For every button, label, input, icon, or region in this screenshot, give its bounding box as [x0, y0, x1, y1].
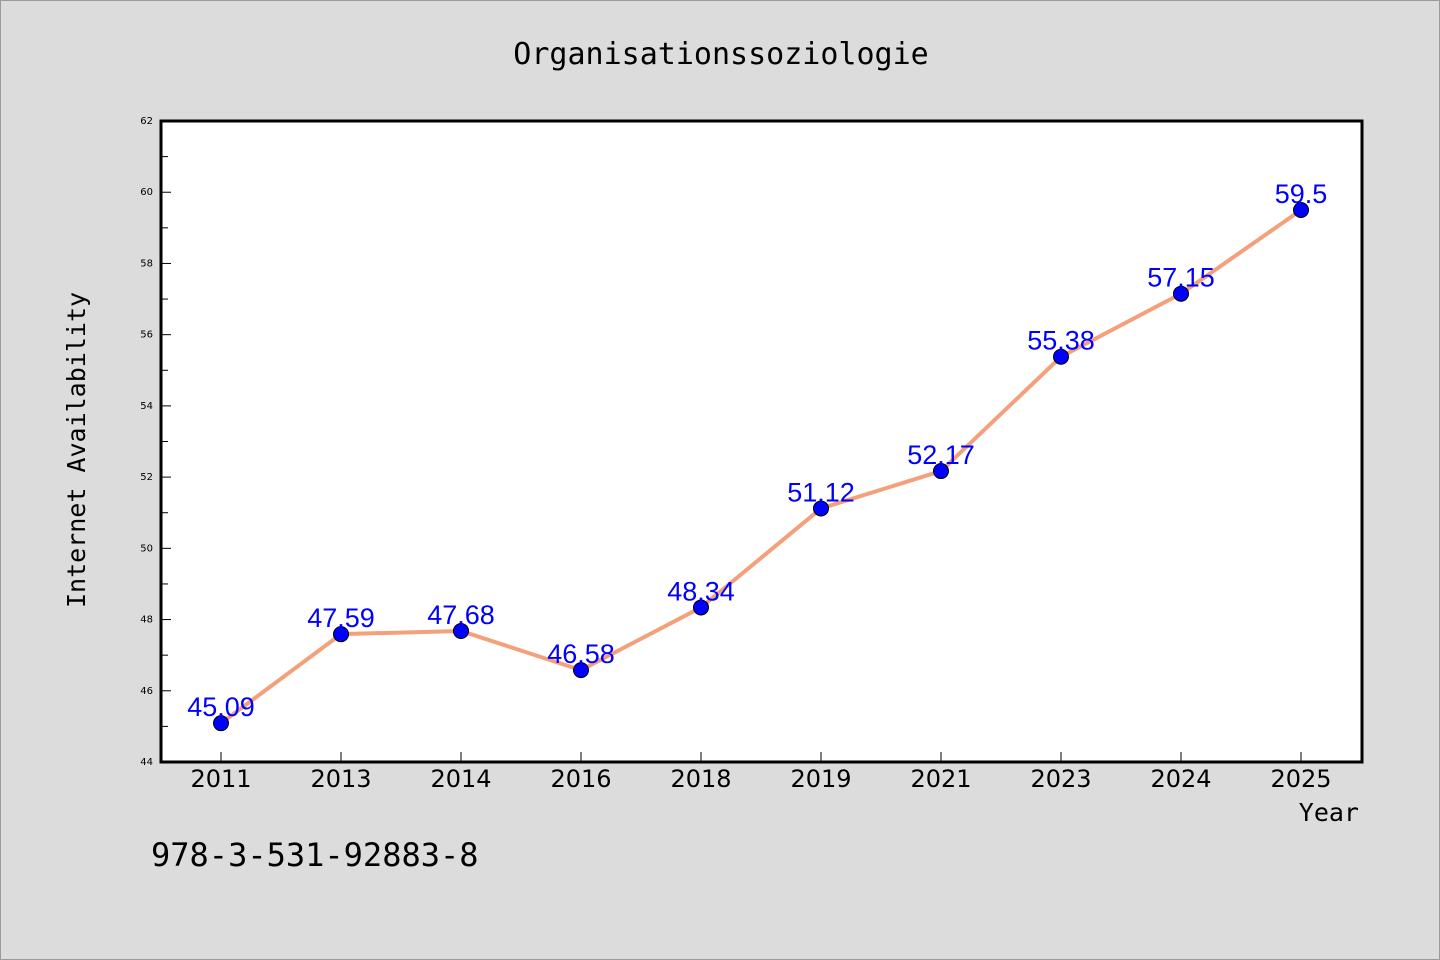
y-tick-label: 46 — [140, 686, 153, 697]
x-axis: 2011 2013 2014 2016 2018 2019 2021 2023 2024 2025 — [190, 752, 1332, 793]
data-point — [453, 622, 469, 639]
data-point — [1173, 285, 1189, 302]
y-tick-label: 60 — [140, 187, 153, 198]
data-label: 51.12 — [787, 477, 855, 507]
data-point — [693, 599, 709, 616]
data-label: 59.5 — [1275, 179, 1328, 209]
x-tick-label: 2025 — [1270, 765, 1331, 793]
y-tick-label: 56 — [140, 330, 153, 341]
data-label: 57.15 — [1147, 263, 1215, 293]
data-point — [933, 463, 949, 480]
x-axis-label: Year — [1299, 798, 1359, 827]
y-tick-label: 50 — [140, 543, 153, 554]
data-point — [1053, 348, 1069, 365]
x-tick-label: 2018 — [670, 765, 731, 793]
x-tick-label: 2016 — [550, 765, 611, 793]
series-line — [219, 208, 1303, 726]
y-tick-label: 54 — [140, 401, 153, 412]
data-label: 52.17 — [907, 440, 975, 470]
data-label: 47.59 — [307, 603, 375, 633]
data-label: 46.58 — [547, 639, 615, 669]
y-tick-label: 48 — [140, 615, 153, 626]
data-label: 47.68 — [427, 600, 495, 630]
x-tick-label: 2014 — [430, 765, 491, 793]
y-tick-label: 58 — [140, 258, 153, 269]
x-tick-label: 2013 — [310, 765, 371, 793]
data-point — [333, 626, 349, 643]
footer-isbn: 978-3-531-92883-8 — [151, 836, 479, 874]
data-label: 55.38 — [1027, 326, 1095, 356]
x-tick-label: 2023 — [1030, 765, 1091, 793]
y-axis: 44 46 48 50 52 54 56 58 60 62 — [140, 116, 171, 768]
x-tick-label: 2019 — [790, 765, 851, 793]
data-point — [213, 715, 229, 732]
data-point — [573, 662, 589, 679]
plot-area — [159, 119, 1364, 764]
chart-title: Organisationssoziologie — [513, 37, 928, 72]
y-axis-label: Internet Availability — [62, 292, 91, 608]
series-group: 45.09 47.59 47.68 46.58 48.34 51.12 52.17 55.38… — [187, 179, 1328, 732]
y-tick-label: 44 — [140, 757, 153, 768]
data-label: 45.09 — [187, 692, 255, 722]
data-point — [1293, 202, 1309, 219]
data-point — [813, 500, 829, 517]
y-tick-label: 52 — [140, 472, 153, 483]
x-tick-label: 2024 — [1150, 765, 1211, 793]
data-label: 48.34 — [667, 576, 735, 606]
x-tick-label: 2021 — [910, 765, 971, 793]
y-tick-label: 62 — [140, 116, 153, 127]
x-tick-label: 2011 — [190, 765, 251, 793]
